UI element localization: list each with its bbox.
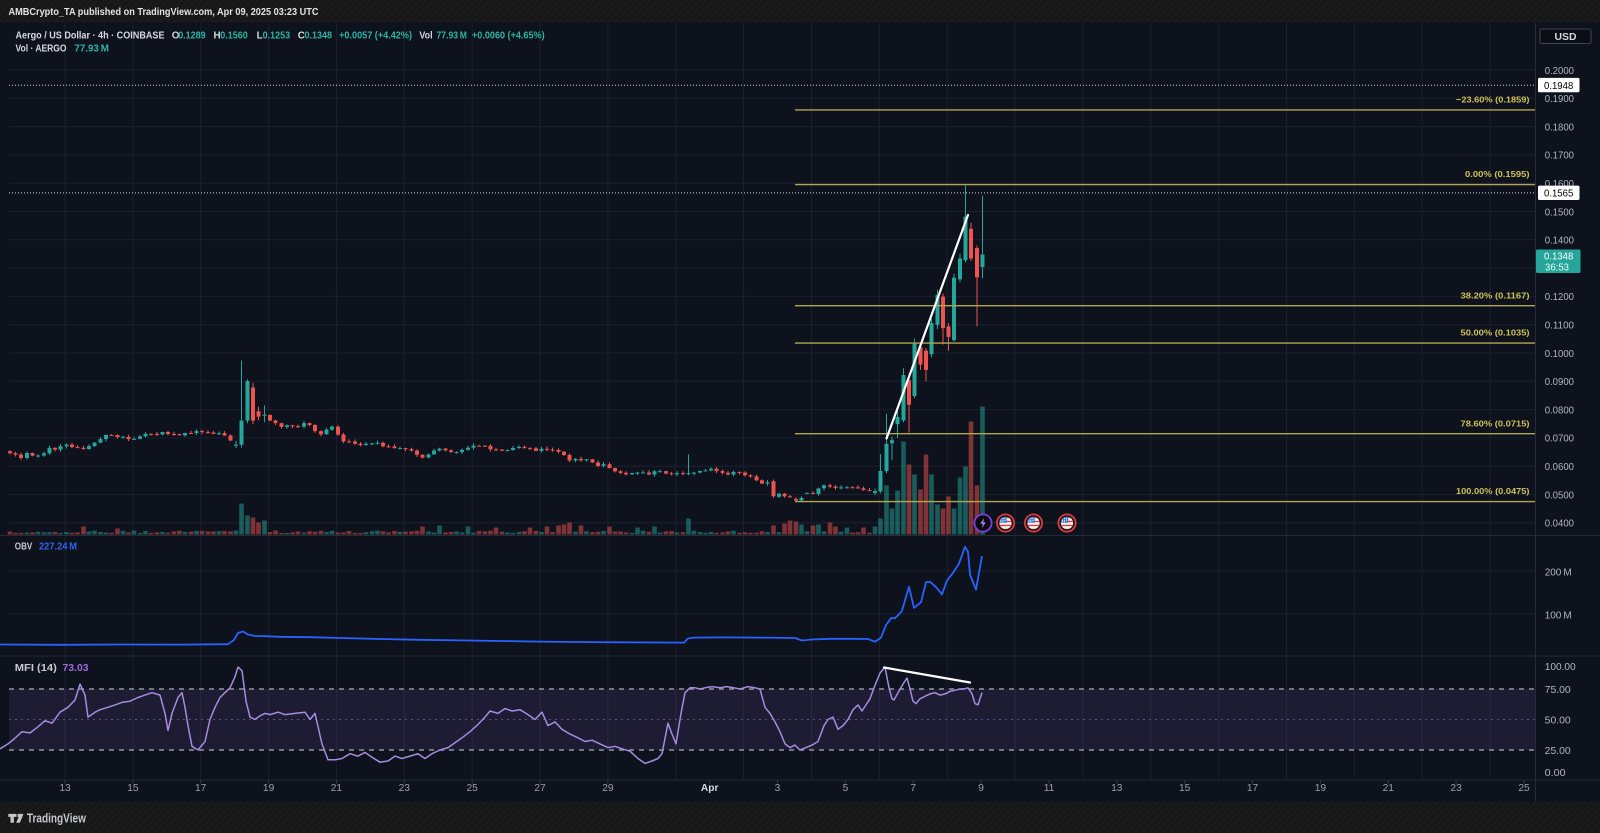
svg-text:O: O	[172, 30, 180, 41]
svg-text:21: 21	[331, 783, 343, 794]
svg-text:0.1253: 0.1253	[263, 30, 291, 41]
svg-text:0.2000: 0.2000	[1545, 66, 1575, 77]
svg-text:+0.0060 (+4.65%): +0.0060 (+4.65%)	[472, 30, 545, 41]
svg-text:0.1400: 0.1400	[1545, 236, 1575, 247]
svg-text:USD: USD	[1555, 32, 1577, 43]
svg-text:0.1565: 0.1565	[1544, 189, 1574, 200]
svg-text:75.00: 75.00	[1545, 685, 1571, 696]
svg-text:−23.60% (0.1859): −23.60% (0.1859)	[1456, 95, 1530, 105]
svg-text:19: 19	[1315, 783, 1327, 794]
svg-text:Aergo / US Dollar · 4h · COINB: Aergo / US Dollar · 4h · COINBASE	[16, 30, 165, 41]
svg-text:0.1500: 0.1500	[1545, 207, 1575, 218]
svg-text:36:53: 36:53	[1545, 262, 1570, 273]
svg-text:78.60% (0.0715): 78.60% (0.0715)	[1461, 418, 1530, 428]
svg-text:7: 7	[910, 783, 916, 794]
svg-text:0.1000: 0.1000	[1545, 349, 1575, 360]
svg-text:Vol: Vol	[419, 30, 432, 41]
svg-text:0.1600: 0.1600	[1545, 179, 1575, 190]
svg-text:50.00: 50.00	[1545, 715, 1571, 726]
svg-text:0.1200: 0.1200	[1545, 292, 1575, 303]
svg-text:227.24 M: 227.24 M	[39, 541, 77, 552]
svg-text:77.93 M: 77.93 M	[74, 44, 109, 55]
svg-text:50.00% (0.1035): 50.00% (0.1035)	[1461, 328, 1530, 338]
svg-text:0.0500: 0.0500	[1545, 490, 1575, 501]
svg-text:11: 11	[1044, 783, 1055, 794]
svg-text:23: 23	[1450, 783, 1462, 794]
svg-text:25: 25	[467, 783, 479, 794]
svg-text:9: 9	[978, 783, 984, 794]
svg-text:C: C	[298, 30, 305, 41]
svg-text:17: 17	[1247, 783, 1259, 794]
svg-text:25.00: 25.00	[1545, 746, 1571, 757]
svg-text:0.00% (0.1595): 0.00% (0.1595)	[1465, 169, 1530, 179]
svg-text:17: 17	[195, 783, 207, 794]
svg-text:0.1948: 0.1948	[1544, 81, 1574, 92]
svg-text:L: L	[257, 30, 263, 41]
svg-text:0.00: 0.00	[1545, 768, 1566, 779]
svg-text:13: 13	[1111, 783, 1123, 794]
svg-text:0.0700: 0.0700	[1545, 434, 1575, 445]
svg-text:5: 5	[843, 783, 849, 794]
svg-text:15: 15	[1179, 783, 1191, 794]
svg-text:19: 19	[263, 783, 275, 794]
svg-text:0.1348: 0.1348	[305, 30, 333, 41]
svg-text:100 M: 100 M	[1545, 611, 1572, 622]
svg-text:OBV: OBV	[15, 541, 33, 552]
svg-text:0.1100: 0.1100	[1545, 321, 1575, 332]
svg-text:73.03: 73.03	[63, 663, 90, 674]
svg-text:Vol · AERGO: Vol · AERGO	[16, 44, 67, 55]
svg-text:200 M: 200 M	[1545, 568, 1572, 579]
svg-text:77.93 M: 77.93 M	[437, 30, 468, 41]
svg-text:H: H	[214, 30, 221, 41]
svg-text:25: 25	[1518, 783, 1530, 794]
svg-text:27: 27	[534, 783, 546, 794]
svg-text:Apr: Apr	[701, 783, 719, 794]
svg-text:+0.0057 (+4.42%): +0.0057 (+4.42%)	[339, 30, 412, 41]
svg-text:MFI (14): MFI (14)	[15, 663, 57, 674]
svg-text:100.00: 100.00	[1545, 662, 1576, 673]
svg-text:0.1289: 0.1289	[178, 30, 206, 41]
svg-text:0.1348: 0.1348	[1544, 252, 1574, 263]
svg-text:AMBCrypto_TA published on Trad: AMBCrypto_TA published on TradingView.co…	[9, 7, 319, 18]
svg-text:0.1560: 0.1560	[220, 30, 248, 41]
svg-text:3: 3	[775, 783, 781, 794]
svg-text:13: 13	[59, 783, 71, 794]
svg-text:0.0400: 0.0400	[1545, 519, 1575, 530]
svg-text:29: 29	[602, 783, 614, 794]
svg-text:23: 23	[399, 783, 411, 794]
svg-text:0.1800: 0.1800	[1545, 122, 1575, 133]
svg-text:0.0900: 0.0900	[1545, 377, 1575, 388]
svg-text:100.00% (0.0475): 100.00% (0.0475)	[1456, 486, 1530, 496]
svg-text:0.1900: 0.1900	[1545, 94, 1575, 105]
svg-text:0.1700: 0.1700	[1545, 151, 1575, 162]
svg-text:0.0600: 0.0600	[1545, 462, 1575, 473]
svg-text:38.20% (0.1167): 38.20% (0.1167)	[1461, 290, 1530, 300]
svg-text:15: 15	[127, 783, 139, 794]
svg-text:TradingView: TradingView	[27, 811, 86, 825]
svg-text:21: 21	[1383, 783, 1395, 794]
svg-text:0.0800: 0.0800	[1545, 405, 1575, 416]
